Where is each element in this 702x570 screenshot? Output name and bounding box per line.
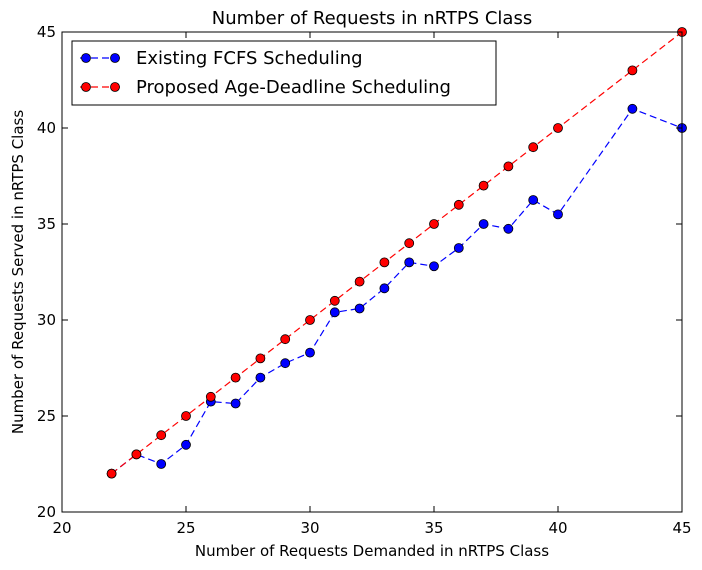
legend-marker-existing-fcfs bbox=[81, 53, 91, 63]
data-point-proposed-age-deadline-scheduling bbox=[205, 391, 216, 402]
y-tick-label: 35 bbox=[37, 215, 56, 233]
legend-box bbox=[71, 40, 497, 106]
data-point-existing-fcfs-scheduling bbox=[404, 257, 415, 268]
legend-label-existing-fcfs: Existing FCFS Scheduling bbox=[136, 48, 363, 69]
data-point-existing-fcfs-scheduling bbox=[230, 398, 241, 409]
data-point-proposed-age-deadline-scheduling bbox=[553, 123, 563, 133]
data-point-existing-fcfs-scheduling bbox=[528, 195, 539, 205]
series-layer bbox=[106, 27, 687, 479]
data-point-proposed-age-deadline-scheduling bbox=[503, 161, 514, 172]
data-point-proposed-age-deadline-scheduling bbox=[528, 142, 539, 153]
y-axis-label: Number of Requests Served in nRTPS Class bbox=[9, 110, 27, 435]
data-point-existing-fcfs-scheduling bbox=[453, 243, 464, 253]
data-point-proposed-age-deadline-scheduling bbox=[230, 372, 241, 383]
data-point-existing-fcfs-scheduling bbox=[627, 103, 638, 114]
x-tick-label: 25 bbox=[176, 519, 195, 537]
legend-label-proposed-age-deadline: Proposed Age-Deadline Scheduling bbox=[136, 77, 451, 98]
data-point-existing-fcfs-scheduling bbox=[478, 219, 489, 229]
x-tick-label: 45 bbox=[672, 519, 691, 537]
y-tick-label: 45 bbox=[37, 23, 56, 41]
x-tick-label: 35 bbox=[424, 519, 443, 537]
y-tick-label: 40 bbox=[37, 119, 56, 137]
data-point-existing-fcfs-scheduling bbox=[553, 209, 563, 220]
tick-layer: 20 25 30 35 40 45 20 25 30 35 40 45 bbox=[37, 23, 692, 537]
data-point-proposed-age-deadline-scheduling bbox=[106, 468, 117, 479]
data-point-proposed-age-deadline-scheduling bbox=[329, 295, 340, 306]
y-tick-label: 25 bbox=[37, 407, 56, 425]
data-point-proposed-age-deadline-scheduling bbox=[453, 199, 464, 210]
data-point-proposed-age-deadline-scheduling bbox=[478, 180, 489, 191]
data-point-existing-fcfs-scheduling bbox=[379, 283, 390, 294]
series-line-existing-fcfs-scheduling bbox=[111, 108, 683, 475]
y-tick-label: 20 bbox=[37, 503, 56, 521]
data-point-existing-fcfs-scheduling bbox=[305, 347, 315, 358]
data-point-proposed-age-deadline-scheduling bbox=[404, 238, 415, 249]
x-tick-label: 30 bbox=[300, 519, 319, 537]
data-point-existing-fcfs-scheduling bbox=[280, 358, 291, 369]
x-tick-label: 40 bbox=[548, 519, 567, 537]
y-tick-label: 30 bbox=[37, 311, 56, 329]
data-point-proposed-age-deadline-scheduling bbox=[305, 315, 315, 325]
x-axis-label: Number of Requests Demanded in nRTPS Cla… bbox=[195, 542, 549, 560]
data-point-existing-fcfs-scheduling bbox=[255, 372, 266, 383]
x-tick-label: 20 bbox=[52, 519, 71, 537]
data-point-proposed-age-deadline-scheduling bbox=[181, 411, 191, 421]
data-point-existing-fcfs-scheduling bbox=[329, 307, 340, 318]
data-point-existing-fcfs-scheduling bbox=[354, 303, 365, 314]
data-point-proposed-age-deadline-scheduling bbox=[379, 257, 390, 268]
legend: Existing FCFS Scheduling Proposed Age-De… bbox=[71, 40, 497, 106]
data-point-proposed-age-deadline-scheduling bbox=[280, 334, 291, 345]
data-point-proposed-age-deadline-scheduling bbox=[131, 449, 142, 460]
legend-marker-proposed-age-deadline bbox=[81, 82, 91, 92]
chart-title: Number of Requests in nRTPS Class bbox=[212, 8, 532, 29]
data-point-proposed-age-deadline-scheduling bbox=[156, 430, 167, 441]
data-point-existing-fcfs-scheduling bbox=[181, 439, 191, 450]
data-point-existing-fcfs-scheduling bbox=[503, 223, 514, 234]
data-point-proposed-age-deadline-scheduling bbox=[627, 65, 638, 76]
data-point-existing-fcfs-scheduling bbox=[156, 459, 167, 469]
data-point-proposed-age-deadline-scheduling bbox=[429, 219, 439, 229]
data-point-proposed-age-deadline-scheduling bbox=[255, 353, 266, 364]
legend-marker-existing-fcfs-right bbox=[110, 53, 120, 63]
legend-marker-proposed-age-deadline-right bbox=[110, 82, 120, 92]
data-point-proposed-age-deadline-scheduling bbox=[354, 276, 365, 287]
data-point-existing-fcfs-scheduling bbox=[429, 261, 439, 272]
plot-frame bbox=[61, 31, 683, 513]
